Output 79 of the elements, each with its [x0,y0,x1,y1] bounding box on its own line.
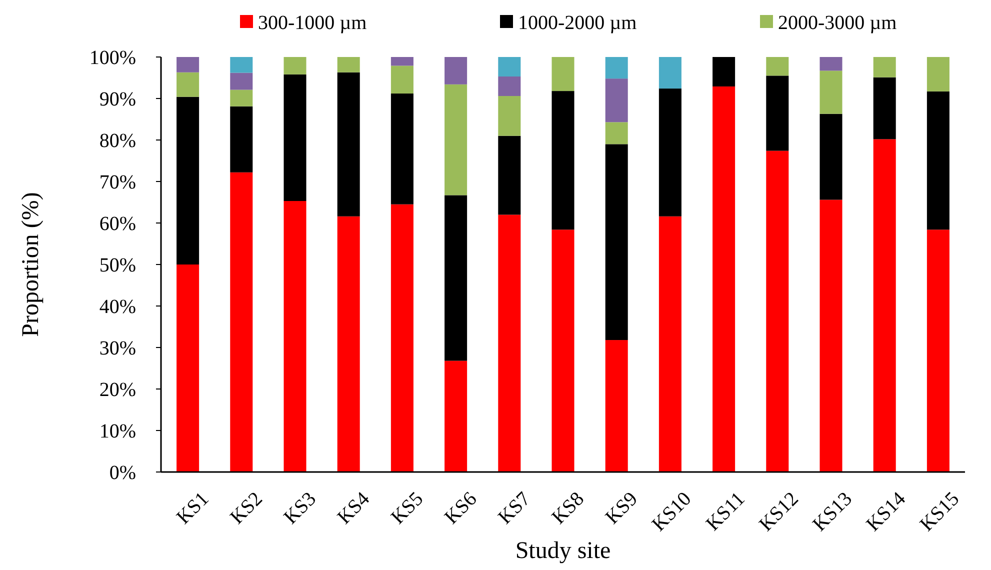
bar [230,90,253,106]
bar [176,96,200,264]
bar [926,91,950,230]
y-tick-label: 60% [99,213,136,235]
bar [390,94,414,204]
y-tick-label: 10% [99,420,136,442]
bar [712,86,736,472]
bar [552,91,574,230]
x-tick-label: KS4 [333,488,374,529]
bar [552,230,574,472]
y-tick-label: 20% [99,379,136,401]
bar [605,340,628,472]
bar [605,57,628,79]
bar [498,76,521,96]
y-tick-label: 80% [99,130,136,152]
bar [444,57,468,84]
bar [926,230,950,472]
y-tick-label: 100% [89,47,136,69]
x-tick-label: KS8 [548,488,588,529]
legend-label: 2000-3000 µm [778,12,898,34]
bar [176,264,200,472]
bar [444,360,468,472]
y-tick-label: 90% [99,88,136,110]
bar [230,57,253,73]
bar [444,195,468,361]
x-tick-label: KS2 [226,488,267,529]
x-axis-title: Study site [515,538,611,564]
y-tick-label: 0% [109,462,136,484]
y-tick-label: 30% [99,338,136,360]
bar [873,57,896,78]
bar [873,77,896,140]
bar [873,139,896,472]
bar [176,72,200,97]
bar [230,172,253,472]
bar [820,114,842,200]
bar [498,136,521,215]
bar [498,214,521,472]
bar [390,204,414,472]
y-axis-title: Proportion (%) [18,192,44,337]
x-tick-label: KS6 [440,488,482,529]
bar [766,57,789,76]
x-tick-label: KS5 [386,488,428,529]
bar [820,70,842,114]
bar [284,74,306,202]
legend-label: 300-1000 µm [258,12,368,34]
x-tick-label: KS7 [494,488,535,529]
bar [605,144,628,340]
y-tick-label: 50% [99,254,136,276]
bar [658,57,682,89]
bar [820,57,842,71]
y-tick-label: 40% [99,296,136,318]
bar [766,76,789,151]
bar [176,57,200,72]
bar [926,57,950,92]
x-tick-label: KS9 [601,488,642,529]
bar [337,57,360,72]
bar [230,106,253,172]
bar [658,88,682,216]
bar [712,57,736,86]
bar [552,57,574,92]
bar [230,72,253,90]
bar [444,84,468,196]
bar [820,200,842,472]
bar [766,150,789,472]
bar [337,72,360,216]
bar [658,216,682,472]
bar [498,57,521,77]
x-tick-label: KS3 [280,488,320,529]
bar [337,216,360,472]
bar [498,96,521,136]
x-tick-label: KS1 [172,488,214,529]
bar [390,66,414,94]
y-tick-label: 70% [99,172,136,194]
bar [605,78,628,122]
bar [284,201,306,472]
bar [605,122,628,144]
bar [284,57,306,74]
bar [390,57,414,66]
legend-label: 1000-2000 µm [518,12,638,34]
